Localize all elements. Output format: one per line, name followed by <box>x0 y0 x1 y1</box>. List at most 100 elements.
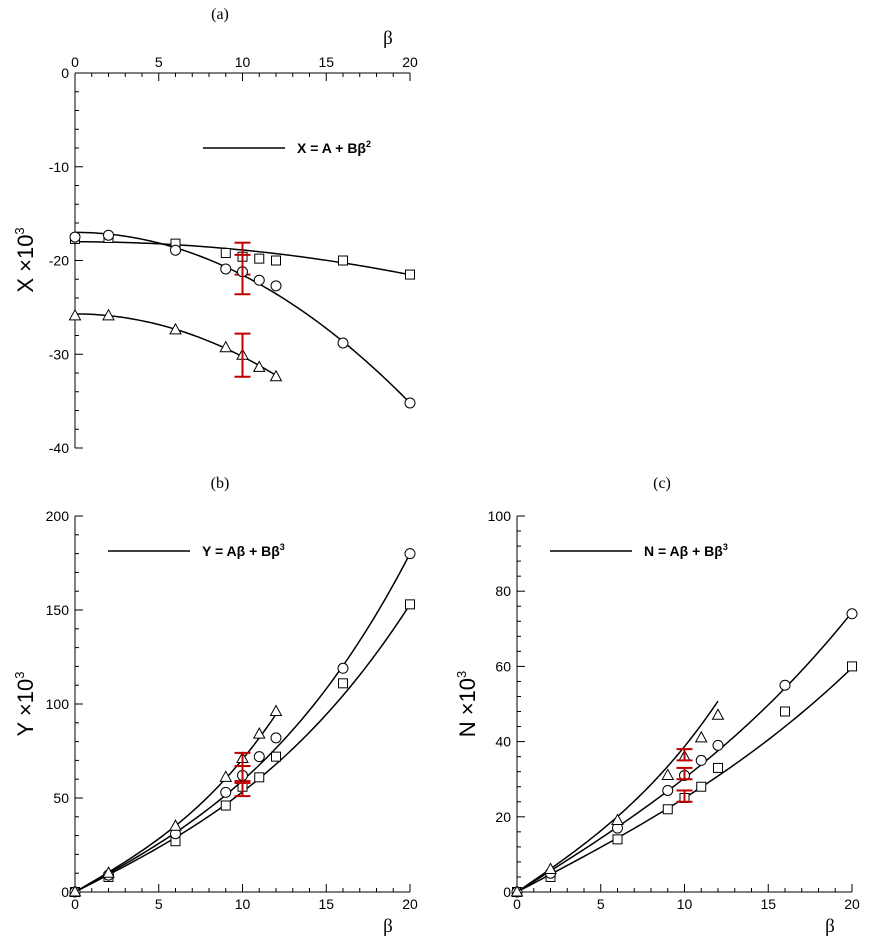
panel-label: (a) <box>211 6 229 23</box>
x-tick-label: 15 <box>760 896 776 912</box>
data-point-triangle <box>102 866 115 878</box>
y-tick-label: -10 <box>49 159 69 175</box>
x-tick-label: 0 <box>71 896 79 912</box>
data-point-triangle <box>68 308 82 321</box>
x-tick-label: 15 <box>318 896 334 912</box>
x-tick-label: 20 <box>402 896 418 912</box>
data-point-square <box>612 834 623 845</box>
data-point-circle <box>662 784 674 796</box>
data-point-square <box>338 255 348 266</box>
legend-label-sup: 3 <box>280 542 285 552</box>
data-point-circle <box>270 280 282 292</box>
x-tick-label: 20 <box>844 896 860 912</box>
data-point-circle <box>846 608 858 620</box>
y-tick-label: 100 <box>488 508 512 524</box>
data-point-circle <box>103 229 114 241</box>
x-tick-label: 5 <box>597 896 605 912</box>
data-point-triangle <box>611 813 624 826</box>
data-point-square <box>847 661 857 672</box>
data-point-square <box>254 772 265 783</box>
legend-label-sup: 3 <box>723 542 728 552</box>
series-triangle <box>510 700 725 897</box>
data-point-triangle <box>252 727 266 739</box>
data-point-circle <box>404 397 416 409</box>
legend-label-text: X = A + Bβ <box>297 140 366 156</box>
data-point-circle <box>779 679 791 691</box>
data-point-square <box>780 706 790 717</box>
data-point-circle <box>220 263 232 275</box>
x-tick-label: 10 <box>235 896 251 912</box>
data-point-square <box>271 751 281 762</box>
data-point-circle <box>170 244 181 256</box>
x-tick-label: 15 <box>318 54 334 70</box>
x-tick-label: 10 <box>677 896 693 912</box>
data-point-square <box>220 800 231 811</box>
legend-label: N = Aβ + Bβ3 <box>644 542 728 559</box>
fit-curve <box>74 603 411 893</box>
data-point-triangle <box>711 708 725 720</box>
y-tick-label: 20 <box>495 809 511 825</box>
error-bar <box>676 748 693 762</box>
data-point-circle <box>69 231 81 243</box>
legend-label-text: N = Aβ + Bβ <box>644 543 723 559</box>
series-circle <box>69 548 416 898</box>
x-axis-title: β <box>383 916 393 937</box>
data-point-triangle <box>102 308 115 321</box>
data-point-triangle <box>252 360 266 372</box>
series-square <box>70 599 415 897</box>
series-circle <box>511 608 858 898</box>
data-point-circle <box>337 337 349 349</box>
data-point-triangle <box>269 704 283 717</box>
x-tick-label: 5 <box>155 896 163 912</box>
data-point-triangle <box>169 322 182 335</box>
data-point-circle <box>712 739 724 751</box>
y-tick-label: 40 <box>495 734 511 750</box>
data-point-circle <box>253 274 265 286</box>
error-bar <box>676 789 693 803</box>
x-axis-title: β <box>825 916 835 937</box>
x-tick-label: 20 <box>402 54 418 70</box>
chart-panel-a: (a) 0 5 10 15 20 0 -10 -20 -30 -40 β X ×103 X = A + B… <box>12 6 418 456</box>
data-point-circle <box>695 754 707 766</box>
fit-curve <box>74 713 277 893</box>
y-tick-label: -20 <box>49 253 69 269</box>
y-axis-title-sup: 3 <box>12 672 27 679</box>
x-tick-label: 10 <box>235 54 251 70</box>
data-point-triangle <box>694 730 708 743</box>
y-axis-title-text: Y ×10 <box>13 679 38 737</box>
y-tick-label: 200 <box>46 508 70 524</box>
data-point-circle <box>253 751 265 763</box>
data-point-square <box>662 804 673 815</box>
series-circle <box>69 229 416 409</box>
error-bar <box>234 253 251 296</box>
y-axis-title-text: N ×10 <box>455 678 480 737</box>
y-tick-label: 0 <box>503 884 511 900</box>
y-axis-title: N ×103 <box>454 671 480 738</box>
data-point-circle <box>404 548 416 560</box>
y-axis-title-text: X ×10 <box>13 235 38 293</box>
error-bar <box>676 766 693 781</box>
legend-label: Y = Aβ + Bβ3 <box>202 542 285 559</box>
data-point-circle <box>220 786 232 798</box>
data-point-square <box>254 253 265 264</box>
y-tick-label: -30 <box>49 346 69 362</box>
data-point-square <box>338 678 348 689</box>
data-point-circle <box>270 732 282 744</box>
y-tick-label: 150 <box>46 602 70 618</box>
data-point-triangle <box>661 768 675 780</box>
y-tick-label: 50 <box>53 790 69 806</box>
y-axis-title-sup: 3 <box>454 671 469 678</box>
data-point-triangle <box>269 369 283 382</box>
error-bar <box>234 332 251 378</box>
data-point-triangle <box>169 819 182 831</box>
data-point-circle <box>337 662 349 674</box>
series-triangle <box>68 308 283 382</box>
y-tick-label: 60 <box>495 658 511 674</box>
legend-label-sup: 2 <box>366 139 371 149</box>
x-axis-title: β <box>383 28 393 49</box>
legend-label-text: Y = Aβ + Bβ <box>202 543 280 559</box>
panel-label: (c) <box>653 475 671 492</box>
data-point-square <box>696 781 707 792</box>
